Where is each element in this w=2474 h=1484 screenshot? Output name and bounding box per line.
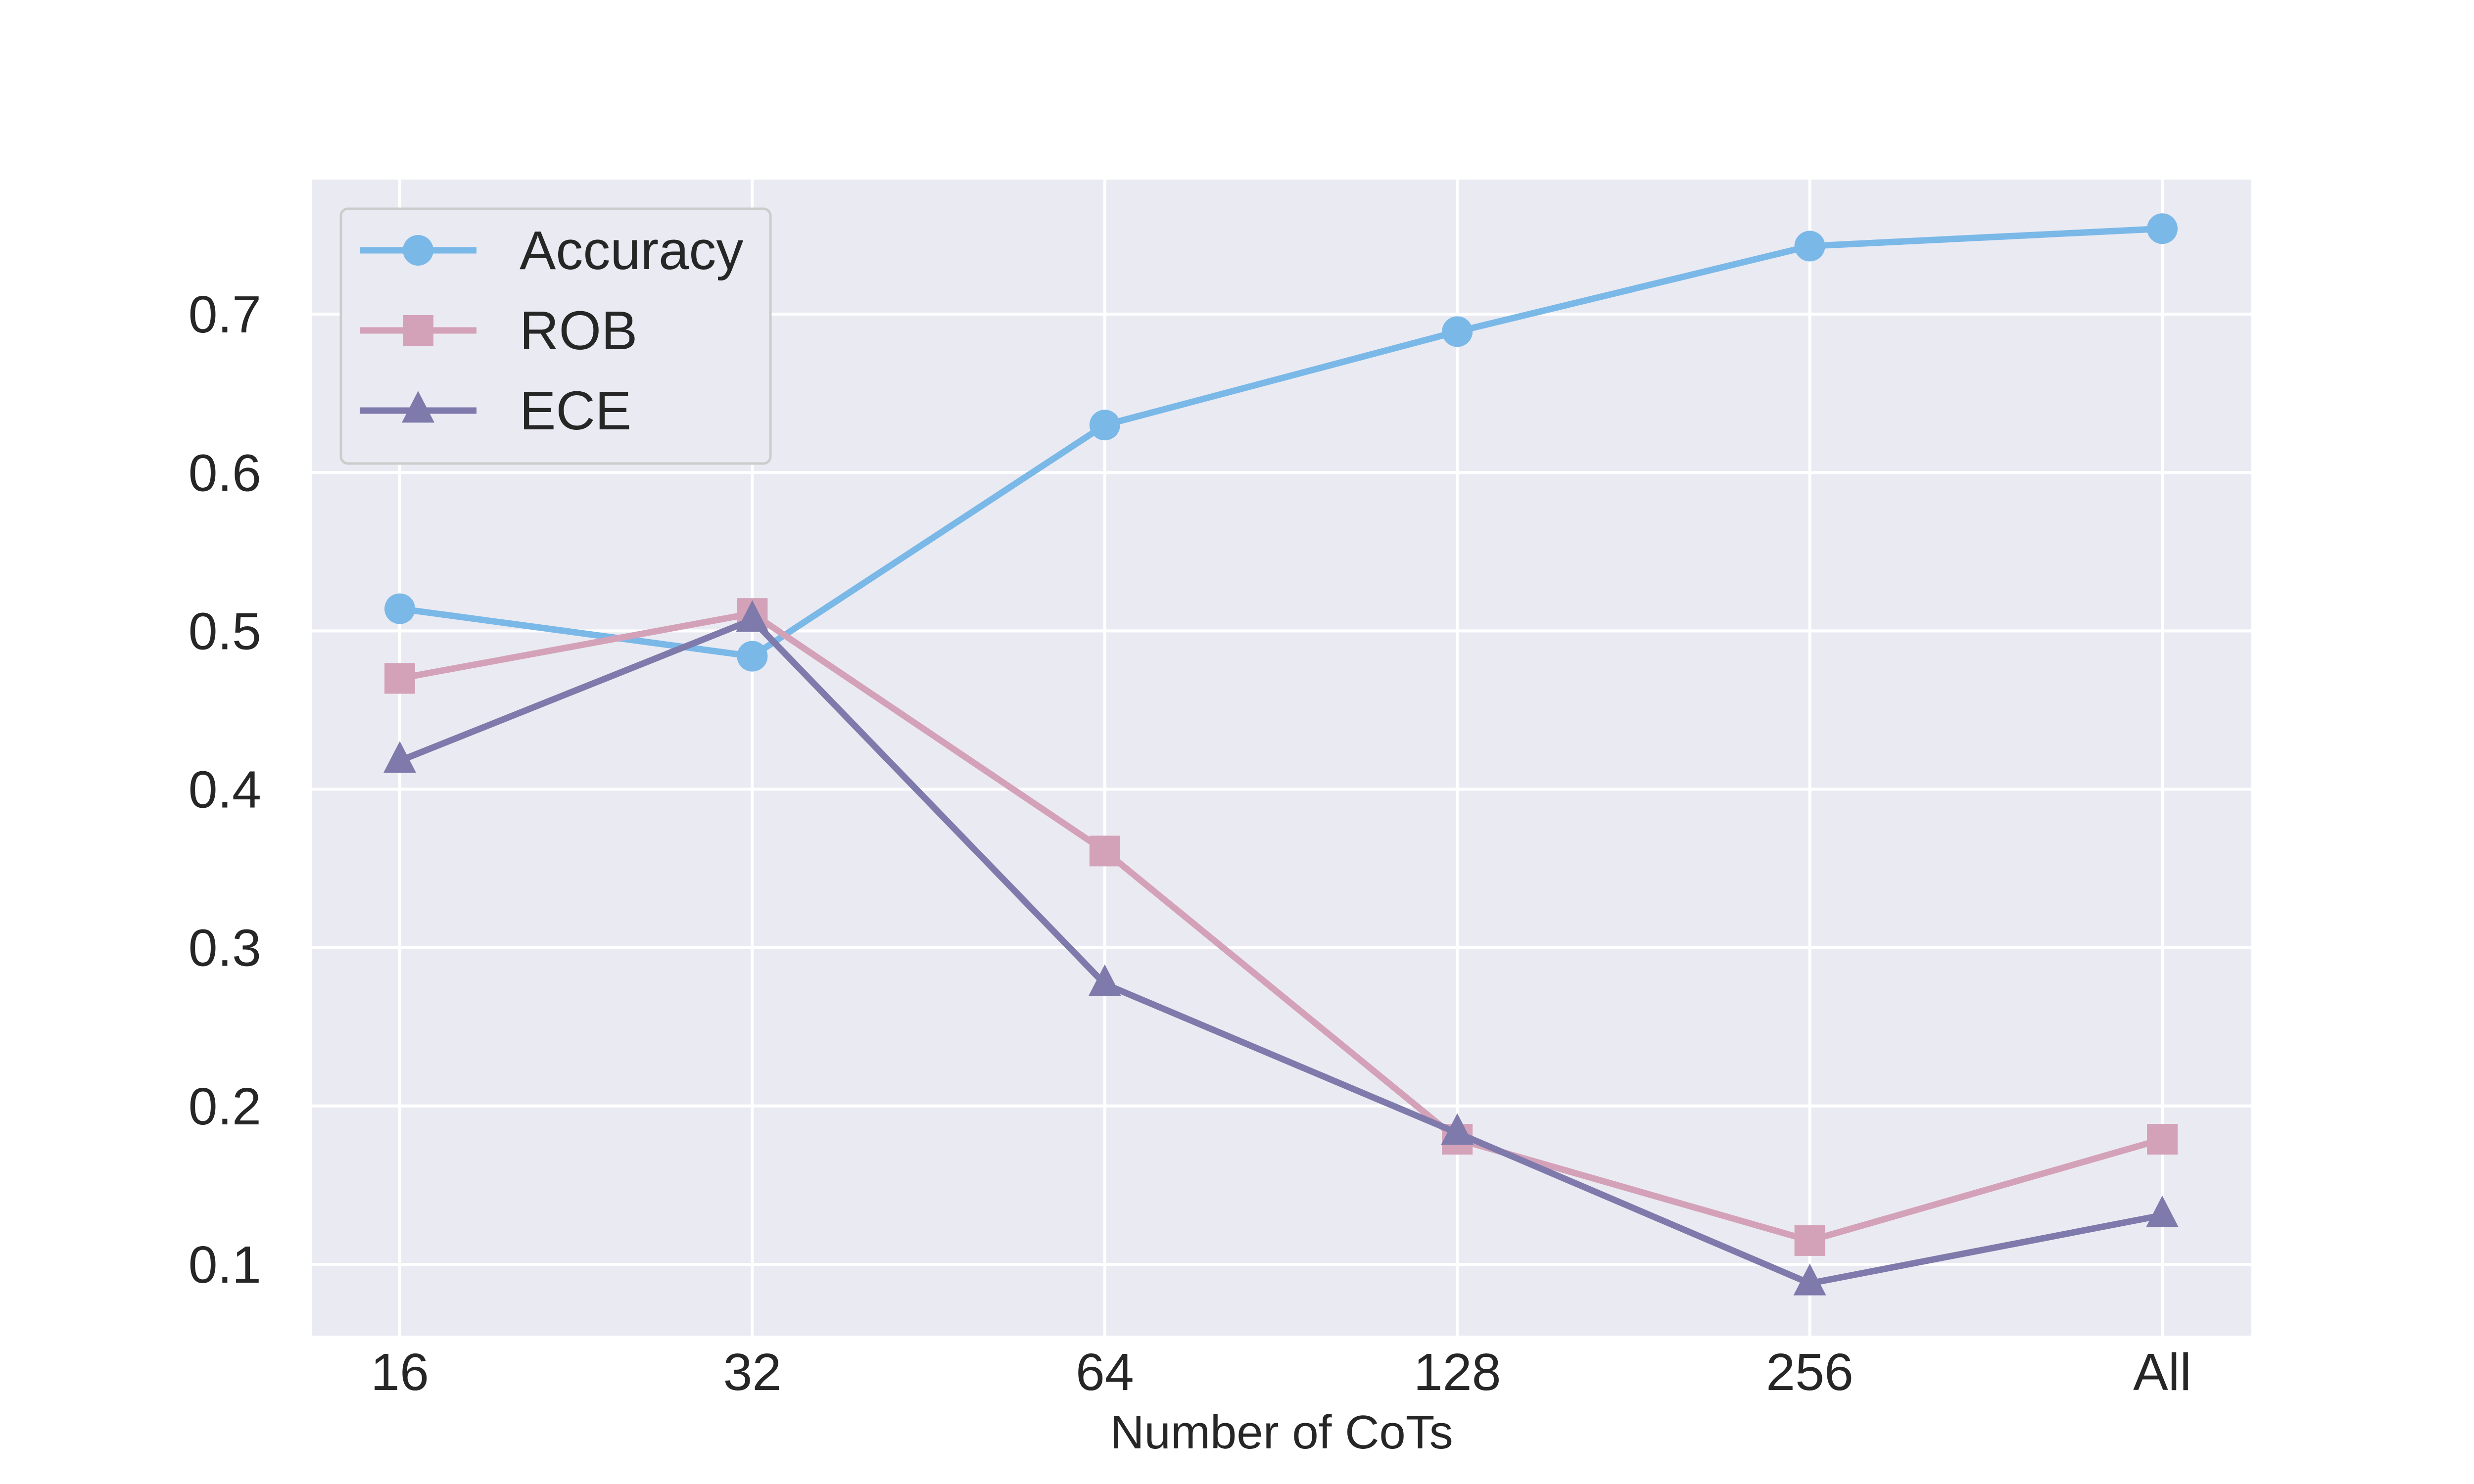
rob-point	[1794, 1225, 1825, 1256]
legend-label: Accuracy	[520, 220, 743, 281]
legend-label: ECE	[520, 380, 631, 441]
legend-marker-triangle	[402, 391, 434, 423]
series-ece	[383, 600, 2179, 1296]
y-tick-label: 0.4	[189, 761, 261, 819]
accuracy-line	[399, 225, 2163, 660]
y-tick-label: 0.2	[189, 1077, 261, 1136]
y-tick-label: 0.3	[189, 919, 261, 977]
legend-label: ROB	[520, 300, 637, 361]
rob-point	[1089, 835, 1120, 867]
series-layer	[383, 213, 2179, 1296]
series-rob	[384, 598, 2178, 1256]
ece-point	[1441, 1113, 1474, 1145]
ece-point	[1793, 1263, 1826, 1296]
accuracy-point	[1089, 410, 1120, 441]
y-tick-label: 0.5	[189, 602, 261, 660]
ece-point	[383, 741, 416, 773]
y-tick-label: 0.7	[189, 285, 261, 344]
rob-point	[384, 663, 415, 694]
accuracy-point	[737, 641, 768, 672]
series-accuracy	[384, 213, 2178, 672]
x-tick-label: 32	[723, 1343, 781, 1401]
accuracy-point	[1442, 316, 1473, 347]
legend-item-accuracy: Accuracy	[360, 220, 743, 281]
rob-line	[399, 610, 2163, 1244]
legend-item-rob: ROB	[360, 300, 637, 361]
legend-marker-circle	[403, 235, 433, 266]
x-axis-title: Number of CoTs	[1110, 1406, 1453, 1459]
accuracy-point	[384, 593, 415, 624]
ece-point	[1088, 964, 1121, 996]
x-tick-label: 128	[1414, 1343, 1501, 1401]
tick-labels: 0.1 0.2 0.3 0.4 0.5 0.6 0.7 16 32 64 128 256 All	[189, 285, 2191, 1401]
accuracy-point	[1794, 231, 1825, 262]
legend: Accuracy ROB ECE	[339, 207, 772, 465]
x-tick-label: 64	[1076, 1343, 1134, 1401]
ece-point	[736, 600, 769, 632]
ece-line	[398, 616, 2163, 1287]
ece-point	[2146, 1196, 2179, 1228]
rob-point	[2147, 1124, 2178, 1155]
x-tick-label: 16	[371, 1343, 429, 1401]
y-tick-label: 0.6	[189, 444, 261, 502]
accuracy-point	[2147, 213, 2178, 244]
legend-frame	[339, 207, 772, 465]
y-tick-label: 0.1	[189, 1236, 261, 1294]
x-tick-label: 256	[1766, 1343, 1854, 1401]
legend-item-ece: ECE	[360, 380, 631, 441]
x-tick-label: All	[2133, 1343, 2191, 1401]
legend-marker-square	[403, 315, 433, 346]
